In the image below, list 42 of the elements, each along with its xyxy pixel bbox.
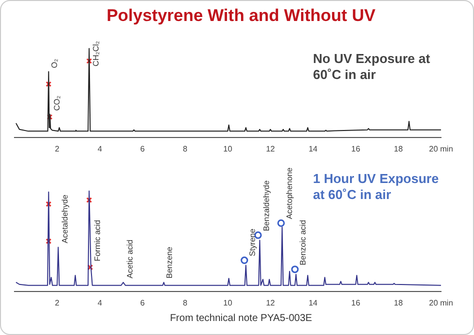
x-tick-label: 14 — [308, 144, 318, 154]
x-tick-label: 6 — [140, 144, 146, 154]
point — [87, 264, 94, 270]
x-tick-label: 12 — [266, 298, 276, 308]
annotation: Acetophenone — [284, 166, 294, 220]
x-tick-label: 8 — [182, 298, 188, 308]
annotation: 1 Hour UV Exposure at 60˚C in air — [313, 171, 440, 203]
annotation: Formic acid — [92, 220, 102, 262]
x-tick-label: 18 — [394, 144, 404, 154]
x-tick-label: 4 — [98, 298, 103, 308]
x-tick-label: 10 — [223, 298, 233, 308]
x-tick-label: 20 min — [428, 298, 454, 308]
point — [291, 266, 299, 274]
annotation: O₂ — [50, 58, 59, 68]
x-tick-label: 2 — [54, 144, 60, 154]
point — [46, 201, 52, 207]
x-tick-label: 4 — [98, 144, 103, 154]
x-tick-label: 14 — [308, 298, 318, 308]
x-tick-label: 10 — [223, 144, 233, 154]
annotation: Benzene — [164, 246, 174, 278]
annotation: Acetic acid — [126, 240, 135, 278]
x-tick-label: 12 — [266, 144, 276, 154]
annotation: Styrene — [248, 228, 258, 256]
point — [240, 256, 248, 264]
annotation: Acetaldehyde — [60, 194, 70, 244]
annotation: CO₂ — [52, 96, 62, 111]
point — [46, 238, 52, 244]
x-tick-label: 20 min — [428, 144, 454, 154]
annotation: Benzaldehyde — [262, 180, 272, 232]
text: From technical note PYA5-003E — [168, 313, 314, 324]
annotation: No UV Exposure at 60˚C in air — [313, 51, 432, 83]
x-tick-label: 6 — [140, 298, 146, 308]
point — [277, 219, 285, 227]
annotation: CH₂Cl₂ — [91, 40, 100, 66]
point — [86, 197, 92, 203]
x-tick-label: 16 — [351, 144, 361, 154]
x-tick-label: 18 — [394, 298, 404, 308]
chart-title: Polystyrene With and Without UV — [106, 5, 376, 27]
x-tick-label: 2 — [54, 298, 60, 308]
annotation: Benzoic acid — [298, 220, 308, 266]
x-tick-label: 16 — [351, 298, 361, 308]
x-tick-label: 8 — [182, 144, 188, 154]
